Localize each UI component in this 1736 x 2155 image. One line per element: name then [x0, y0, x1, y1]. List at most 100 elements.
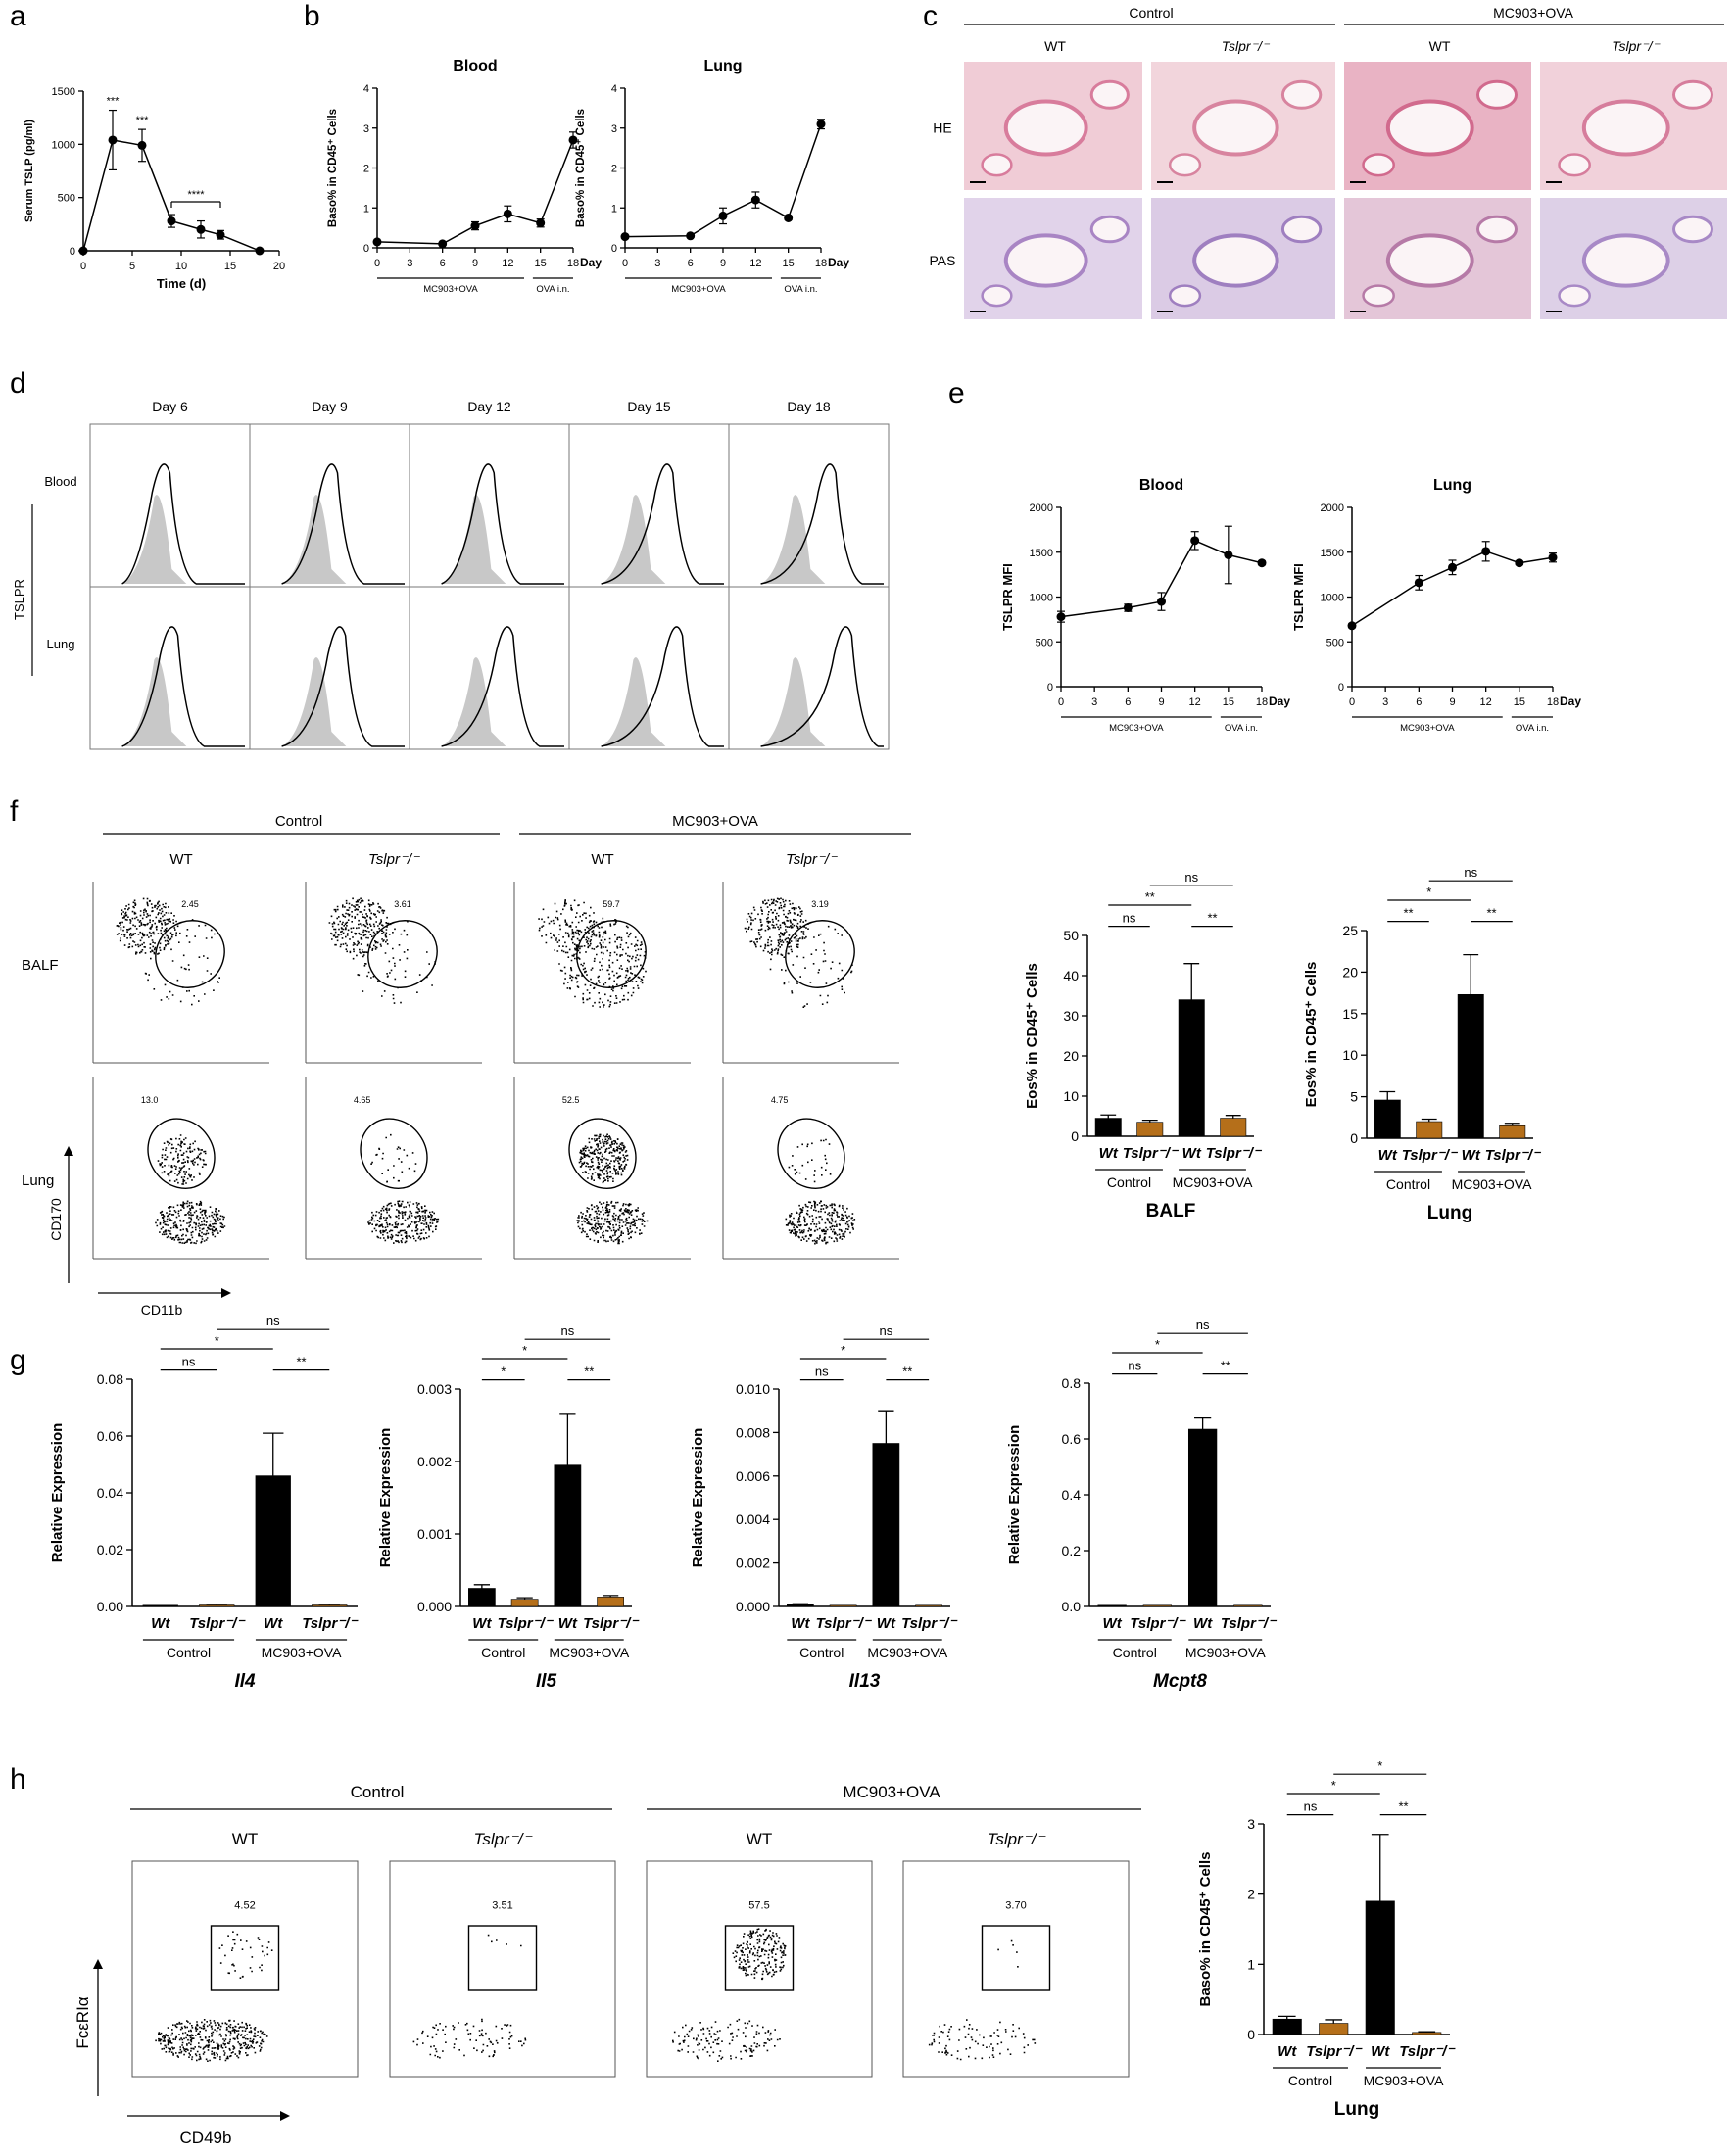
vessel-shape: [1280, 79, 1323, 110]
x-tick-label: 3: [407, 258, 412, 269]
x-tick-label: 18: [1256, 696, 1268, 708]
significance-mark: **: [902, 1365, 912, 1379]
axis-label: TSLPR: [12, 579, 26, 620]
tslpr-histogram: [281, 463, 405, 585]
data-point: [1515, 558, 1524, 568]
flow-grid: [64, 833, 911, 1298]
row-label: Lung: [22, 1173, 54, 1189]
group-label: Control: [1386, 1176, 1430, 1192]
category-label: Tslpr⁻/⁻: [1306, 2043, 1363, 2060]
flow-grid-h: [93, 1808, 1141, 2121]
group-label: MC903+OVA: [672, 813, 758, 830]
chart-g1: 0.00 0.02 0.04 0.06 0.08 Wt Tslpr⁻/⁻ Wt Tslpr⁻/⁻…: [49, 1314, 359, 1692]
y-tick-label: 3: [611, 123, 617, 135]
x-tick-label: 9: [720, 258, 726, 269]
data-point: [1481, 547, 1491, 556]
vessel-shape: [1089, 79, 1130, 110]
airway-shape: [1385, 99, 1474, 157]
y-tick-label: 0.06: [97, 1428, 123, 1444]
x-tick-label: 12: [1189, 696, 1201, 708]
chart-h2: 0 1 2 3 Wt Tslpr⁻/⁻ Wt Tslpr⁻/⁻ Control MC903+OVA…: [1197, 1758, 1456, 2120]
y-tick-label: 3: [1247, 1816, 1255, 1832]
significance-mark: **: [584, 1365, 594, 1379]
bar: [1272, 2018, 1302, 2035]
group-label: MC903+OVA: [262, 1645, 342, 1660]
group-label: MC903+OVA: [1185, 1645, 1266, 1660]
y-tick-label: 15: [1342, 1006, 1358, 1022]
y-tick-label: 4: [611, 83, 617, 95]
x-tick-label: 6: [1125, 696, 1131, 708]
y-tick-label: 1500: [1030, 548, 1053, 559]
group-label: MC903+OVA: [1493, 5, 1573, 21]
data-point: [470, 221, 480, 231]
isotype-histogram: [760, 657, 826, 746]
event-dots: [370, 1133, 417, 1183]
y-tick-label: 20: [1063, 1048, 1079, 1064]
event-dots: [155, 2019, 268, 2062]
event-dots: [157, 1134, 207, 1185]
y-axis-label: Baso% in CD45⁺ Cells: [327, 109, 339, 227]
bar: [1412, 2032, 1442, 2035]
bar: [142, 1604, 178, 1607]
group-label: MC903+OVA: [1452, 1176, 1532, 1192]
plot-frame: [131, 1860, 359, 2078]
arrow-head: [93, 1959, 103, 1969]
column-label: WT: [747, 1830, 772, 1848]
significance-mark: *: [522, 1343, 527, 1358]
group-label: MC903+OVA: [549, 1645, 629, 1660]
column-label: WT: [1429, 38, 1451, 54]
y-tick-label: 0.04: [97, 1485, 123, 1501]
chart-title: Il4: [234, 1671, 256, 1692]
day-label: Day 6: [152, 399, 188, 414]
event-dots: [155, 1200, 226, 1245]
significance-mark: ns: [1128, 1359, 1141, 1373]
y-axis-label: Relative Expression: [1006, 1425, 1023, 1565]
bar: [255, 1475, 291, 1607]
event-dots: [116, 897, 179, 955]
group-label: Control: [481, 1645, 525, 1660]
row-label: BALF: [22, 957, 59, 974]
y-axis-label: CD170: [48, 1198, 64, 1241]
category-label: Tslpr⁻/⁻: [816, 1615, 873, 1632]
chart-title: Mcpt8: [1153, 1671, 1207, 1692]
event-dots: [769, 925, 853, 1008]
y-tick-label: 500: [1326, 637, 1344, 648]
y-tick-label: 0: [1338, 682, 1344, 694]
y-tick-label: 50: [1063, 928, 1079, 943]
gate-ellipse: [367, 920, 438, 988]
series-line: [624, 123, 822, 238]
gate-rect: [724, 1925, 795, 1991]
y-tick-label: 0.002: [736, 1556, 770, 1571]
gate-value: 4.65: [354, 1095, 371, 1105]
data-point: [1157, 597, 1166, 606]
bar: [1499, 1125, 1526, 1139]
airway-shape: [1192, 99, 1279, 157]
category-label: Tslpr⁻/⁻: [1485, 1147, 1542, 1164]
y-tick-label: 0: [363, 243, 369, 255]
x-tick-label: 3: [1091, 696, 1097, 708]
y-tick-label: 10: [1342, 1047, 1358, 1063]
y-tick-label: 500: [1036, 637, 1053, 648]
significance-mark: **: [1207, 911, 1217, 926]
vessel-shape: [1672, 79, 1713, 110]
bar: [915, 1604, 942, 1607]
group-label: Control: [1129, 5, 1173, 21]
bar: [554, 1464, 582, 1607]
y-tick-label: 0: [1047, 682, 1053, 694]
column-label: WT: [1044, 38, 1066, 54]
bar: [787, 1604, 814, 1607]
y-tick-label: 40: [1063, 968, 1079, 983]
isotype-histogram: [760, 495, 826, 584]
y-tick-label: 1500: [1321, 548, 1344, 559]
y-tick-label: 0.00: [97, 1599, 123, 1614]
bar: [829, 1604, 857, 1607]
x-tick-label: 9: [472, 258, 478, 269]
y-axis-label: Eos% in CD45⁺ Cells: [1024, 963, 1040, 1109]
bar: [510, 1599, 539, 1607]
gate-ellipse: [568, 1118, 637, 1189]
event-dots: [367, 1200, 440, 1244]
plot-frame: [902, 1860, 1130, 2078]
vessel-shape: [1089, 215, 1130, 244]
tslpr-histogram: [121, 463, 245, 585]
x-tick-label: 5: [129, 261, 135, 272]
